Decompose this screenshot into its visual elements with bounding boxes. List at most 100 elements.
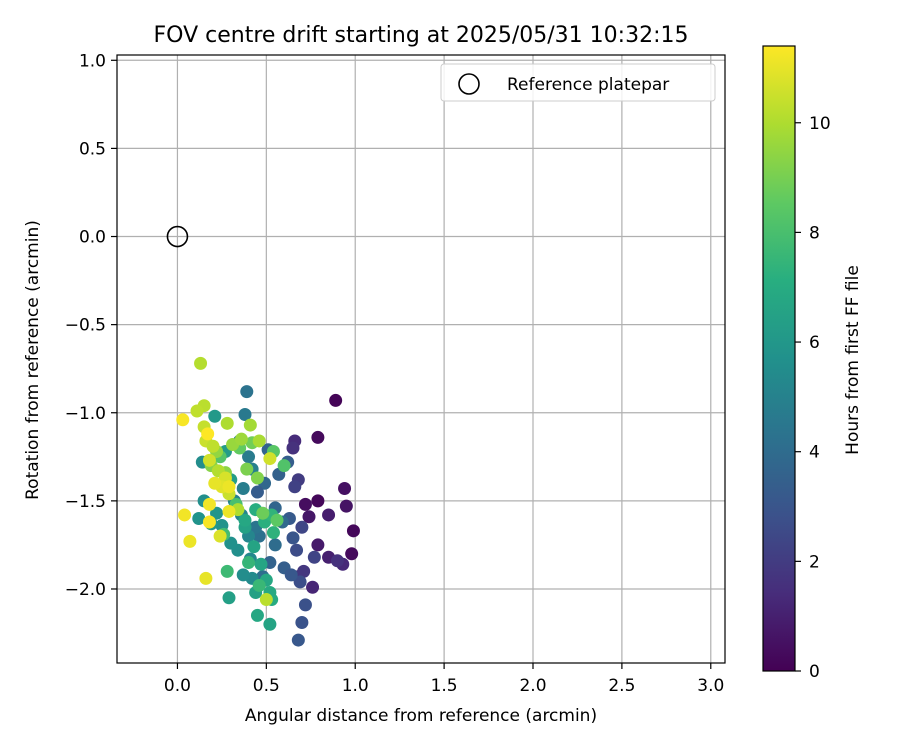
grid — [117, 55, 725, 663]
data-point — [330, 554, 344, 568]
data-point — [208, 476, 222, 490]
data-point — [247, 540, 261, 554]
data-point — [250, 608, 264, 622]
data-point — [295, 615, 309, 629]
data-point — [220, 564, 234, 578]
data-point — [256, 506, 270, 520]
colorbar-ticks: 0 2 4 6 8 10 — [795, 114, 831, 682]
y-tick-label: −0.5 — [65, 316, 106, 336]
data-point — [183, 534, 197, 548]
data-point — [202, 515, 216, 529]
x-axis-ticks: 0.0 0.5 1.0 1.5 2.0 2.5 3.0 — [164, 663, 724, 696]
data-point — [176, 413, 190, 427]
data-point — [236, 568, 250, 582]
data-point — [192, 511, 206, 525]
legend: Reference platepar — [440, 63, 716, 102]
data-point — [206, 439, 220, 453]
data-point — [220, 416, 234, 430]
y-tick-label: −2.0 — [65, 580, 106, 600]
data-point — [254, 557, 268, 571]
data-point — [263, 617, 277, 631]
data-point — [222, 504, 236, 518]
data-point — [284, 568, 298, 582]
data-point — [201, 427, 215, 441]
data-point — [202, 497, 216, 511]
data-point — [268, 538, 282, 552]
colorbar-tick-label: 8 — [809, 223, 820, 243]
legend-box — [440, 63, 716, 102]
data-point — [263, 452, 277, 466]
y-axis-label: Rotation from reference (arcmin) — [23, 220, 43, 500]
colorbar: 0 2 4 6 8 10 Hours from first FF file — [762, 45, 863, 682]
legend-label: Reference platepar — [507, 75, 669, 95]
scatter-points — [176, 356, 360, 647]
data-point — [250, 471, 264, 485]
colorbar-tick-label: 4 — [809, 443, 820, 463]
y-axis-ticks: 1.0 0.5 0.0 −0.5 −1.0 −1.5 −2.0 — [65, 51, 117, 600]
data-point — [222, 591, 236, 605]
chart-title: FOV centre drift starting at 2025/05/31 … — [154, 23, 689, 48]
data-point — [213, 529, 227, 543]
y-tick-label: −1.5 — [65, 492, 106, 512]
data-point — [322, 508, 336, 522]
data-point — [242, 556, 256, 570]
data-point — [288, 480, 302, 494]
y-tick-label: 1.0 — [79, 51, 106, 71]
colorbar-tick-label: 6 — [809, 333, 820, 353]
data-point — [243, 418, 257, 432]
data-point — [298, 497, 312, 511]
data-point — [234, 432, 248, 446]
x-tick-label: 1.0 — [342, 676, 369, 696]
data-point — [345, 547, 359, 561]
data-point — [306, 580, 320, 594]
data-point — [238, 513, 252, 527]
data-point — [266, 526, 280, 540]
x-axis-label: Angular distance from reference (arcmin) — [245, 706, 597, 726]
data-point — [286, 531, 300, 545]
data-point — [178, 508, 192, 522]
colorbar-tick-label: 10 — [809, 114, 831, 134]
plot-frame — [116, 54, 726, 664]
x-tick-label: 0.0 — [164, 676, 191, 696]
y-tick-label: −1.0 — [65, 404, 106, 424]
data-point — [270, 513, 284, 527]
colorbar-gradient — [762, 45, 796, 672]
data-point — [252, 578, 266, 592]
colorbar-tick-label: 2 — [809, 552, 820, 572]
data-point — [222, 480, 236, 494]
data-point — [240, 385, 254, 399]
data-point — [250, 485, 264, 499]
data-point — [236, 482, 250, 496]
data-point — [238, 408, 252, 422]
data-point — [295, 520, 309, 534]
data-point — [291, 633, 305, 647]
data-point — [240, 462, 254, 476]
data-point — [346, 524, 360, 538]
data-point — [329, 393, 343, 407]
data-point — [297, 564, 311, 578]
data-point — [339, 499, 353, 513]
x-tick-label: 1.5 — [431, 676, 458, 696]
data-point — [338, 482, 352, 496]
data-point — [311, 430, 325, 444]
data-point — [277, 459, 291, 473]
data-point — [307, 550, 321, 564]
x-tick-label: 3.0 — [697, 676, 724, 696]
data-point — [286, 441, 300, 455]
legend-marker-icon — [458, 73, 480, 95]
data-point — [190, 404, 204, 418]
data-point — [290, 543, 304, 557]
data-point — [210, 506, 224, 520]
x-tick-label: 0.5 — [253, 676, 280, 696]
data-point — [302, 510, 316, 524]
y-tick-label: 0.0 — [79, 228, 106, 248]
data-point — [311, 494, 325, 508]
data-point — [298, 598, 312, 612]
data-point — [202, 453, 216, 467]
data-point — [293, 575, 307, 589]
colorbar-label: Hours from first FF file — [843, 265, 863, 455]
data-point — [194, 356, 208, 370]
data-point — [224, 536, 238, 550]
x-tick-label: 2.0 — [519, 676, 546, 696]
